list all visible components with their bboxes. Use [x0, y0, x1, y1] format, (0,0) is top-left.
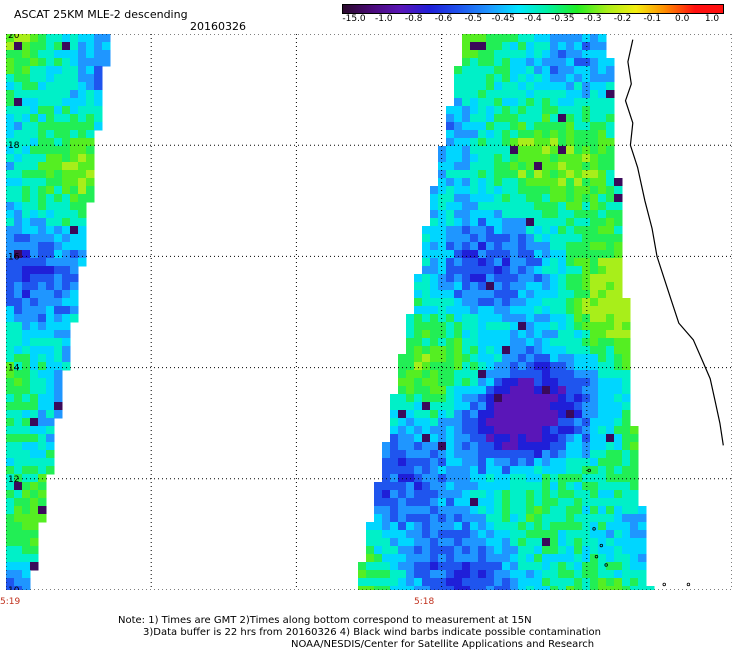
colorbar-segment: [635, 4, 666, 13]
colorbar-tick-label: -0.5: [465, 14, 483, 22]
colorbar-segment: [488, 4, 519, 13]
y-tick-label: 14: [8, 364, 20, 374]
colorbar-segment: [694, 4, 724, 13]
scatterometer-field: [6, 34, 655, 590]
colorbar-legend: -15.0 -1.0 -0.8 -0.6 -0.5 -0.45 -0.4 -0.35 -0.3 -…: [342, 4, 724, 22]
colorbar-segment: [342, 4, 372, 13]
colorbar-tick-label: -0.45: [492, 14, 515, 22]
island-mark: [592, 527, 596, 531]
y-tick-label: 18: [8, 141, 20, 151]
colorbar-segment: [577, 4, 607, 13]
coastline: [624, 39, 724, 446]
wind-speed-map: 606366697275101214161820: [6, 34, 732, 590]
y-tick-label: 12: [8, 475, 19, 485]
island-mark: [604, 563, 608, 567]
product-title: ASCAT 25KM MLE-2 descending: [14, 8, 188, 21]
colorbar-segment: [459, 4, 490, 13]
colorbar-tick-label: -0.1: [644, 14, 662, 22]
colorbar-segment: [518, 4, 549, 13]
pass-time-label-left: 5:19: [0, 597, 21, 607]
colorbar-segment: [547, 4, 578, 13]
y-tick-label: 16: [8, 252, 20, 262]
colorbar-segment: [400, 4, 431, 13]
colorbar-tick-label: -0.8: [405, 14, 423, 22]
y-tick-label: 20: [8, 34, 20, 41]
colorbar-tick-label: 0.0: [675, 14, 690, 22]
colorbar-segment: [606, 4, 637, 13]
colorbar-tick-label: 1.0: [705, 14, 720, 22]
colorbar-segment: [430, 4, 461, 13]
colorbar-segment: [371, 4, 402, 13]
colorbar-tick-label: -0.4: [524, 14, 542, 22]
lat-lon-grid: [6, 34, 732, 590]
island-mark: [594, 554, 599, 559]
island-mark: [662, 582, 666, 587]
colorbar-segment: [665, 4, 696, 13]
colorbar-tick-label: -0.35: [551, 14, 574, 22]
island-mark: [599, 543, 604, 548]
y-tick-label: 10: [8, 586, 20, 590]
colorbar-tick-label: -0.6: [435, 14, 453, 22]
island-mark: [587, 468, 591, 473]
pass-time-label-right: 5:18: [414, 597, 435, 607]
product-date: 20160326: [190, 20, 246, 33]
note-line-3: NOAA/NESDIS/Center for Satellite Applica…: [291, 639, 595, 650]
note-line-1: Note: 1) Times are GMT 2)Times along bot…: [118, 615, 532, 626]
island-mark: [686, 582, 691, 587]
note-line-2: 3)Data buffer is 22 hrs from 20160326 4)…: [143, 627, 601, 638]
colorbar-tick-label: -0.2: [614, 14, 632, 22]
colorbar-tick-label: -1.0: [375, 14, 393, 22]
colorbar-tick-label: -0.3: [584, 14, 602, 22]
colorbar-tick-label: -15.0: [342, 14, 366, 22]
